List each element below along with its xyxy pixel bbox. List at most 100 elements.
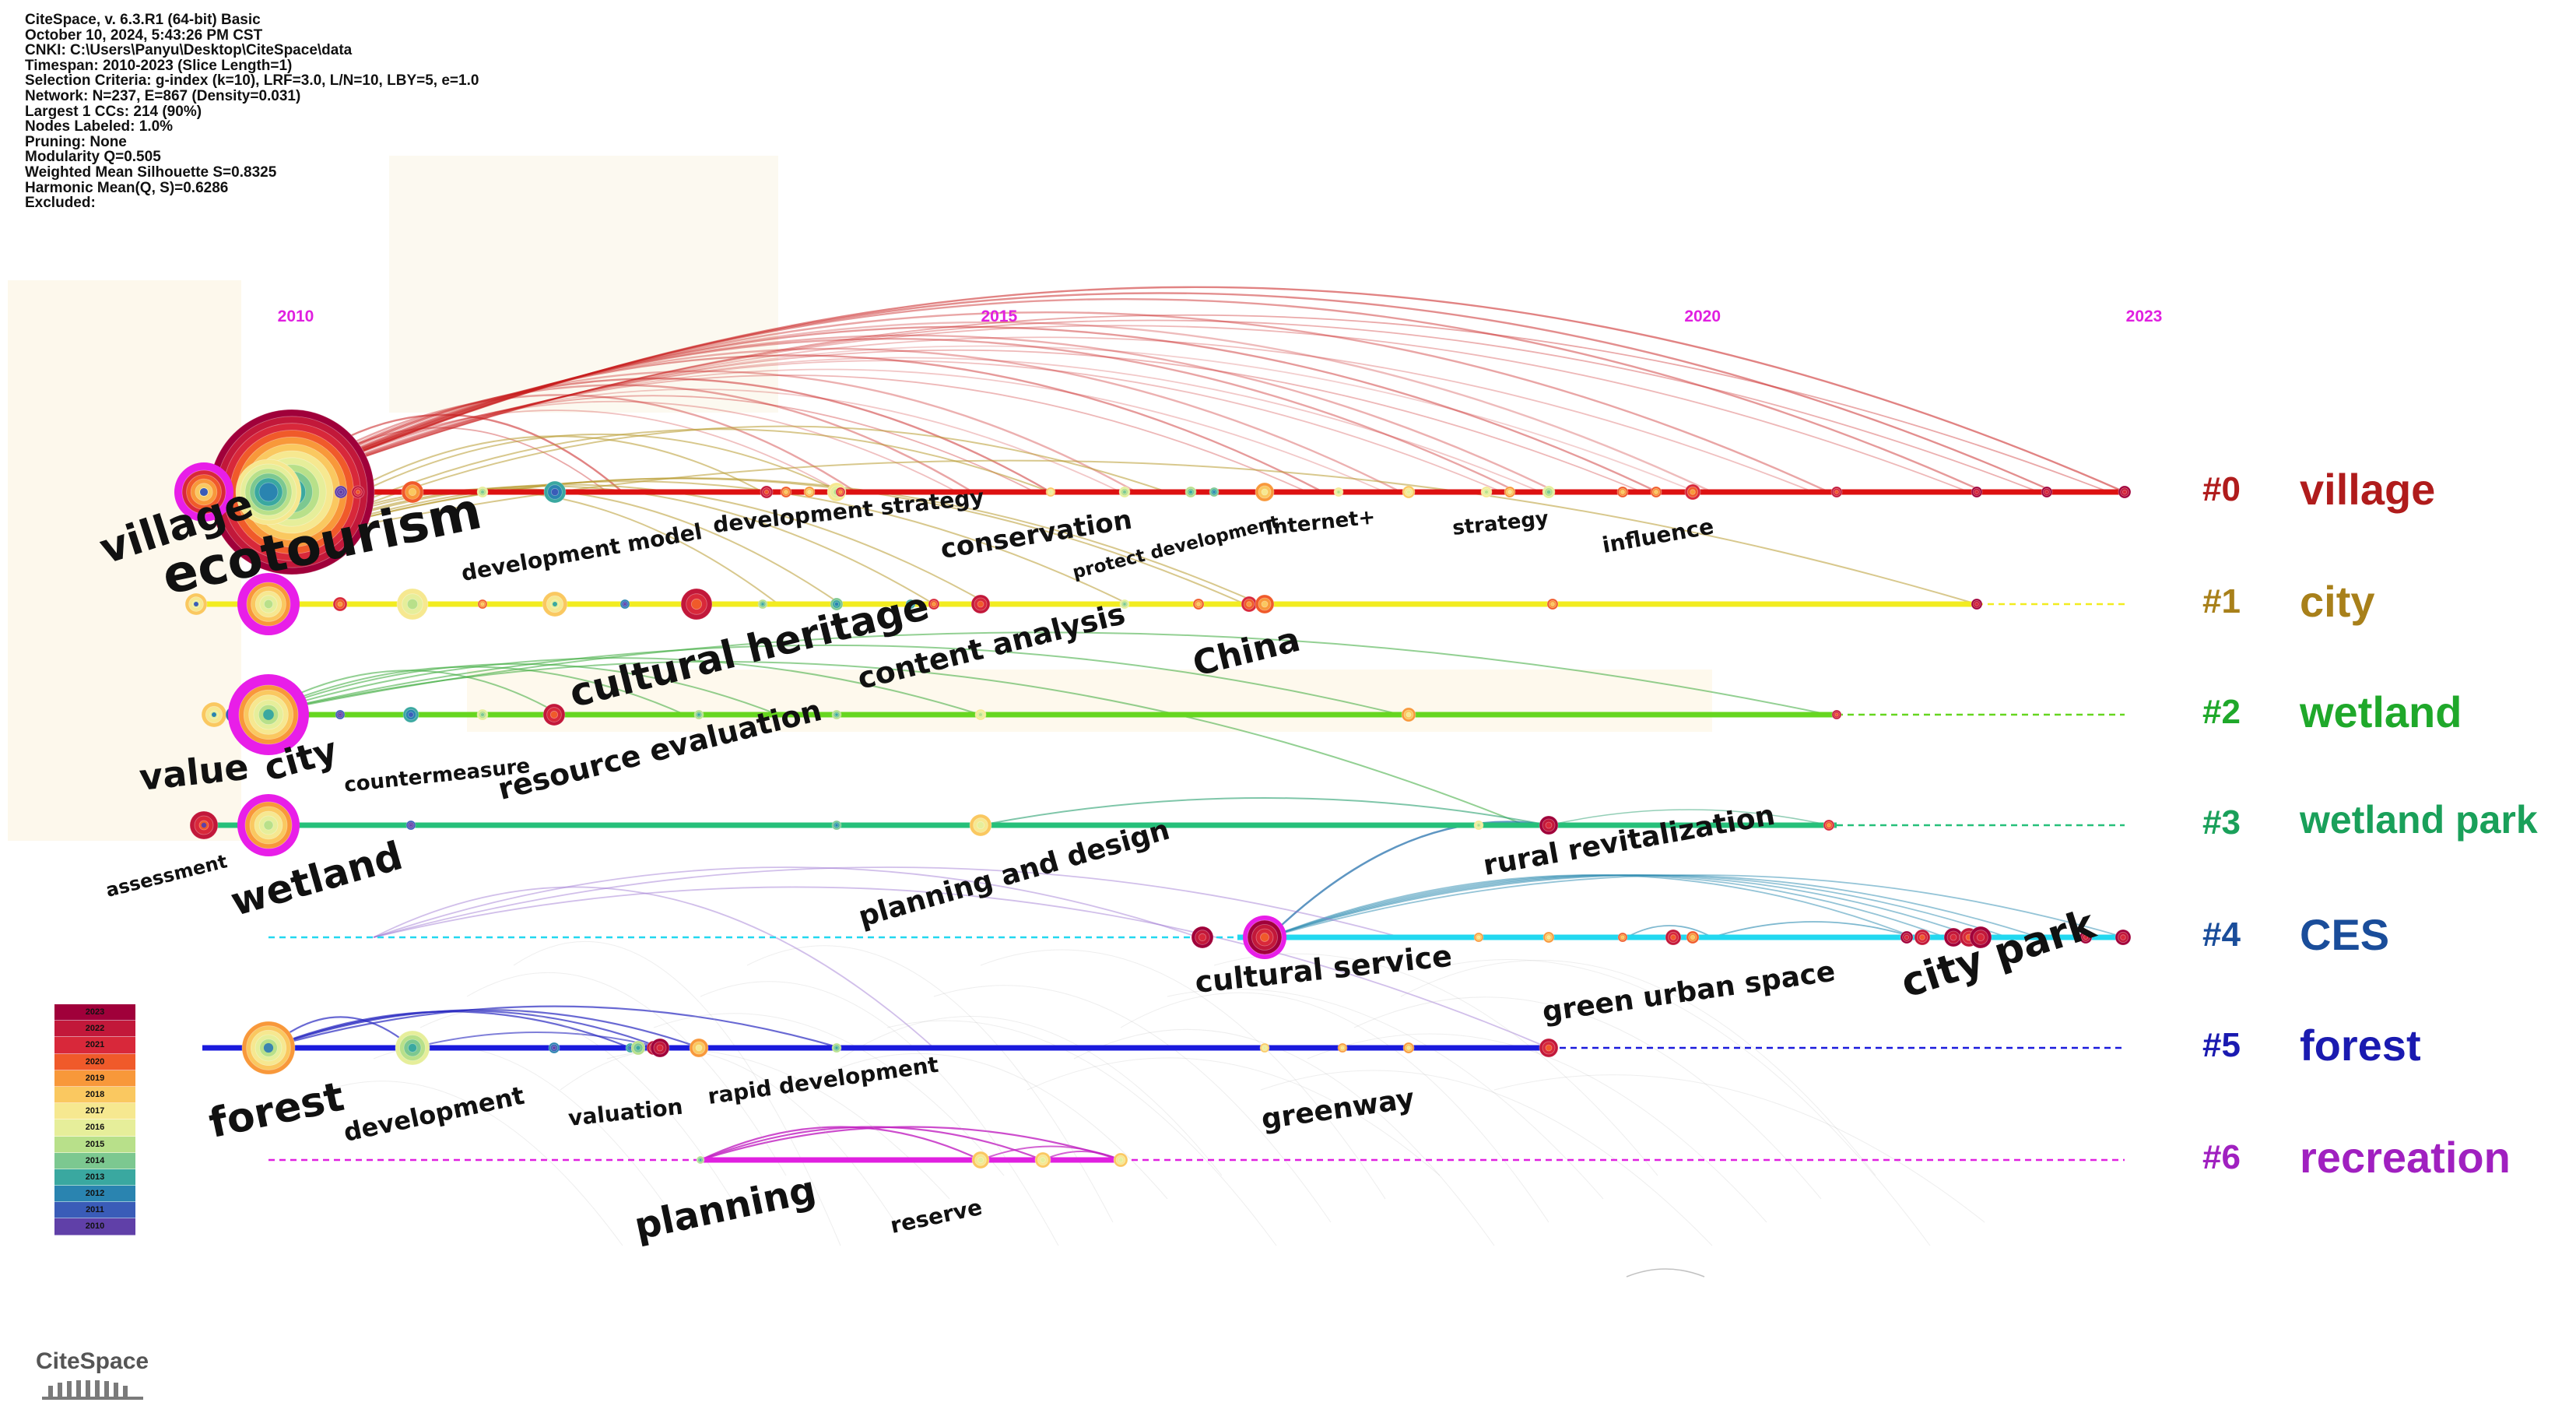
- link-arc: [264, 325, 1658, 494]
- cluster-name: wetland: [2300, 687, 2462, 736]
- link-arc: [268, 480, 1129, 605]
- keyword-node: [542, 703, 566, 726]
- keyword-node: [401, 480, 424, 504]
- info-line: Largest 1 CCs: 214 (90%): [25, 103, 202, 120]
- keyword-node: [780, 486, 792, 498]
- link-arc: [886, 1020, 1277, 1246]
- legend-swatch: 2016: [54, 1119, 135, 1137]
- link-arc: [279, 314, 2110, 493]
- link-arc: [373, 886, 1549, 1049]
- link-arc: [264, 370, 1137, 494]
- keyword-node: [689, 1038, 709, 1058]
- legend-swatch: 2019: [54, 1070, 135, 1087]
- link-arc: [264, 377, 1051, 494]
- keyword-node: [237, 794, 300, 856]
- keyword-node: [1900, 930, 1914, 944]
- link-arc: [1307, 1033, 1767, 1223]
- keyword-node: [201, 701, 227, 728]
- link-arc: [279, 336, 1814, 493]
- link-arc: [513, 940, 841, 1246]
- keyword-node: [650, 1038, 670, 1058]
- link-arc: [256, 657, 981, 715]
- keyword-node: [1119, 599, 1130, 610]
- keyword-node: [548, 1042, 560, 1054]
- keyword-node: [396, 588, 429, 620]
- keyword-node: [1617, 932, 1628, 943]
- cluster-id: #3: [2202, 803, 2241, 842]
- keyword-node: [1191, 926, 1214, 949]
- year-color-legend: 2023 2022 2021 2020 2019 2018 2017 2016 2015 2014…: [54, 1004, 135, 1235]
- legend-swatch: 2018: [54, 1086, 135, 1104]
- keyword-node: [1113, 1152, 1128, 1168]
- keyword-node: [1255, 482, 1275, 502]
- citespace-logo: CiteSpace: [31, 1345, 171, 1411]
- cluster-name: CES: [2300, 910, 2390, 959]
- link-arc: [264, 286, 2125, 494]
- keyword-node: [831, 820, 842, 831]
- keyword-node: [335, 709, 346, 720]
- link-arc: [653, 1013, 1005, 1176]
- link-arc: [700, 1126, 1044, 1162]
- info-line: Nodes Labeled: 1.0%: [25, 118, 174, 135]
- link-arc: [1260, 1070, 1713, 1246]
- link-arc: [1268, 874, 1915, 938]
- link-arc: [373, 866, 1199, 938]
- keyword-node: [835, 487, 846, 497]
- keyword-node: [405, 820, 416, 831]
- keyword-node: [2079, 930, 2093, 944]
- link-arc: [840, 1016, 1223, 1176]
- keyword-node: [1943, 927, 1964, 947]
- keyword-node: [477, 599, 488, 610]
- link-arc: [279, 388, 1121, 493]
- keyword-node: [476, 486, 489, 498]
- link-arc: [1042, 1151, 1121, 1161]
- year-label-2015: 2015: [981, 308, 1018, 325]
- cluster-id: #4: [2202, 916, 2241, 954]
- keyword-node: [542, 591, 568, 617]
- info-line: Timespan: 2010-2023 (Slice Length=1): [25, 57, 293, 74]
- keyword-node: [1504, 486, 1516, 498]
- keyword-node: [928, 598, 940, 610]
- keyword-node: [830, 597, 844, 611]
- keyword-node: [680, 588, 713, 620]
- link-arc: [1493, 1074, 1985, 1223]
- link-arc: [268, 459, 1978, 605]
- info-line: Selection Criteria: g-index (k=10), LRF=…: [25, 72, 479, 90]
- keyword-node: [1480, 486, 1493, 498]
- keyword-node: [235, 459, 302, 525]
- keyword-node: [630, 1040, 646, 1056]
- citespace-info-block: CiteSpace, v. 6.3.R1 (64-bit) Basic Octob…: [25, 12, 479, 211]
- bg-shade: [389, 156, 778, 413]
- info-line: October 10, 2024, 5:43:26 PM CST: [25, 26, 263, 44]
- cluster-id: #1: [2202, 582, 2241, 620]
- legend-swatch: 2017: [54, 1103, 135, 1120]
- keyword-node: [2118, 485, 2132, 499]
- cluster-id: #6: [2202, 1138, 2241, 1176]
- keyword-node: [1337, 1042, 1348, 1053]
- keyword-node: [1546, 598, 1559, 610]
- keyword-node: [241, 1021, 296, 1075]
- link-arc: [279, 325, 1970, 493]
- keyword-node: [1971, 486, 1983, 498]
- link-arc: [373, 866, 1402, 938]
- keyword-node: [1045, 487, 1056, 497]
- link-arc: [466, 972, 787, 1176]
- info-line: CNKI: C:\Users\Panyu\Desktop\CiteSpace\d…: [25, 42, 353, 59]
- legend-swatch: 2021: [54, 1037, 135, 1054]
- keyword-node: [1684, 483, 1701, 501]
- keyword-node: [1184, 486, 1197, 498]
- link-arc: [1711, 921, 1915, 938]
- link-arc: [1400, 959, 1876, 1176]
- link-arc: [264, 347, 1402, 494]
- keyword-node: [1243, 916, 1286, 959]
- link-arc: [793, 1053, 1168, 1200]
- link-arc: [279, 374, 1308, 493]
- keyword-node: [1650, 486, 1662, 498]
- keyword-node: [2041, 486, 2053, 498]
- cluster-id: #2: [2202, 693, 2241, 731]
- keyword-node: [1823, 819, 1835, 831]
- link-arc: [1353, 996, 1822, 1200]
- link-arc: [1626, 1268, 1705, 1278]
- year-label-2010: 2010: [277, 308, 314, 325]
- link-arc: [279, 368, 1386, 493]
